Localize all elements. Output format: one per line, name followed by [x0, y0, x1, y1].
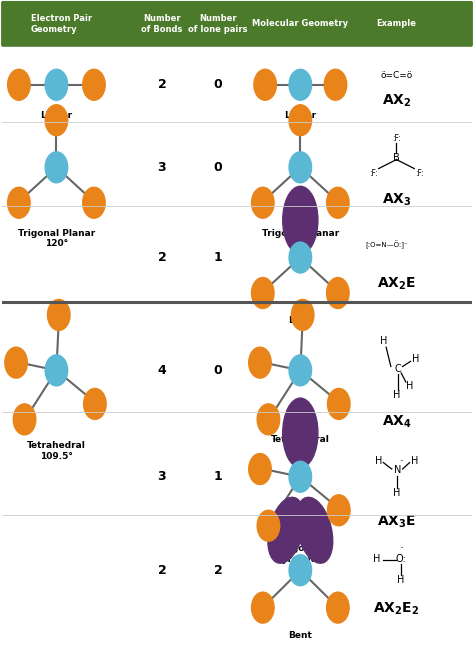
- Text: H: H: [375, 456, 383, 465]
- Circle shape: [45, 355, 68, 386]
- Ellipse shape: [268, 497, 305, 563]
- Circle shape: [327, 592, 349, 623]
- Circle shape: [252, 188, 274, 218]
- Text: O:: O:: [396, 554, 407, 563]
- Text: 2: 2: [157, 251, 166, 264]
- Circle shape: [82, 69, 105, 100]
- Text: 1: 1: [214, 251, 223, 264]
- Text: H: H: [373, 554, 381, 563]
- Text: 4: 4: [157, 364, 166, 377]
- Text: Linear
180°: Linear 180°: [40, 110, 73, 130]
- Text: ..: ..: [399, 541, 403, 550]
- Text: :F:: :F:: [369, 169, 377, 178]
- Text: $\mathbf{AX_2}$: $\mathbf{AX_2}$: [382, 93, 411, 109]
- Circle shape: [328, 495, 350, 526]
- Ellipse shape: [283, 398, 318, 468]
- FancyBboxPatch shape: [1, 1, 473, 47]
- Text: 1: 1: [214, 471, 223, 484]
- Circle shape: [254, 69, 276, 100]
- Text: N: N: [394, 465, 401, 475]
- Text: Number
of Bonds: Number of Bonds: [141, 14, 182, 34]
- Text: Linear: Linear: [284, 110, 316, 119]
- Circle shape: [289, 69, 311, 100]
- Text: H: H: [412, 354, 420, 364]
- Circle shape: [249, 347, 271, 378]
- Text: :F:: :F:: [416, 169, 424, 178]
- Text: ö=C=ö: ö=C=ö: [380, 71, 412, 80]
- Text: $\mathbf{AX_3}$: $\mathbf{AX_3}$: [382, 191, 411, 208]
- Text: Bent: Bent: [288, 631, 312, 641]
- Text: Example: Example: [376, 19, 417, 29]
- Circle shape: [324, 69, 347, 100]
- Circle shape: [292, 299, 314, 330]
- Circle shape: [289, 555, 311, 585]
- Text: $\mathbf{AX_3E}$: $\mathbf{AX_3E}$: [377, 514, 416, 530]
- Text: Trigonal
Pyramidal: Trigonal Pyramidal: [274, 545, 326, 564]
- Circle shape: [45, 69, 68, 100]
- Text: 2: 2: [214, 564, 223, 577]
- Circle shape: [327, 188, 349, 218]
- Text: H: H: [410, 456, 418, 465]
- Text: 0: 0: [214, 161, 223, 174]
- Text: $\mathbf{AX_4}$: $\mathbf{AX_4}$: [382, 414, 411, 430]
- Text: H: H: [397, 575, 404, 585]
- Text: [:O=N—Ö:]⁻: [:O=N—Ö:]⁻: [366, 240, 409, 249]
- Circle shape: [289, 242, 311, 273]
- Text: $\mathbf{AX_2E}$: $\mathbf{AX_2E}$: [377, 275, 416, 291]
- Text: Trigonal Planar: Trigonal Planar: [262, 228, 339, 238]
- Text: 0: 0: [214, 364, 223, 377]
- Text: 2: 2: [157, 564, 166, 577]
- Text: H: H: [393, 390, 400, 400]
- Text: Tetrahedral: Tetrahedral: [271, 435, 330, 444]
- Circle shape: [47, 299, 70, 330]
- Ellipse shape: [296, 497, 333, 563]
- Circle shape: [252, 278, 274, 308]
- Circle shape: [327, 278, 349, 308]
- Text: H: H: [406, 382, 413, 391]
- Text: Tetrahedral
109.5°: Tetrahedral 109.5°: [27, 441, 86, 461]
- Circle shape: [328, 389, 350, 419]
- Text: 2: 2: [157, 79, 166, 92]
- Text: C: C: [394, 364, 401, 374]
- Text: 3: 3: [158, 471, 166, 484]
- Circle shape: [45, 152, 68, 183]
- Text: 3: 3: [158, 161, 166, 174]
- Text: Number
of lone pairs: Number of lone pairs: [189, 14, 248, 34]
- Ellipse shape: [283, 186, 318, 254]
- Text: ..: ..: [399, 454, 403, 463]
- Circle shape: [45, 104, 68, 136]
- Text: 0: 0: [214, 79, 223, 92]
- Circle shape: [83, 389, 106, 419]
- Circle shape: [8, 69, 30, 100]
- Circle shape: [257, 404, 280, 435]
- Text: Molecular Geometry: Molecular Geometry: [252, 19, 348, 29]
- Text: Electron Pair
Geometry: Electron Pair Geometry: [31, 14, 92, 34]
- Circle shape: [13, 404, 36, 435]
- Circle shape: [82, 188, 105, 218]
- Circle shape: [289, 152, 311, 183]
- Text: H: H: [380, 336, 387, 347]
- Text: Trigonal Planar
120°: Trigonal Planar 120°: [18, 228, 95, 248]
- Text: Bent: Bent: [288, 315, 312, 324]
- Circle shape: [289, 355, 311, 386]
- Circle shape: [5, 347, 27, 378]
- Circle shape: [257, 510, 280, 541]
- Text: :F:: :F:: [392, 134, 401, 143]
- Circle shape: [289, 104, 311, 136]
- Circle shape: [252, 592, 274, 623]
- Circle shape: [249, 454, 271, 485]
- Circle shape: [8, 188, 30, 218]
- Text: H: H: [393, 488, 400, 498]
- Text: B: B: [393, 153, 400, 163]
- Circle shape: [289, 461, 311, 492]
- Text: $\mathbf{AX_2E_2}$: $\mathbf{AX_2E_2}$: [374, 601, 419, 617]
